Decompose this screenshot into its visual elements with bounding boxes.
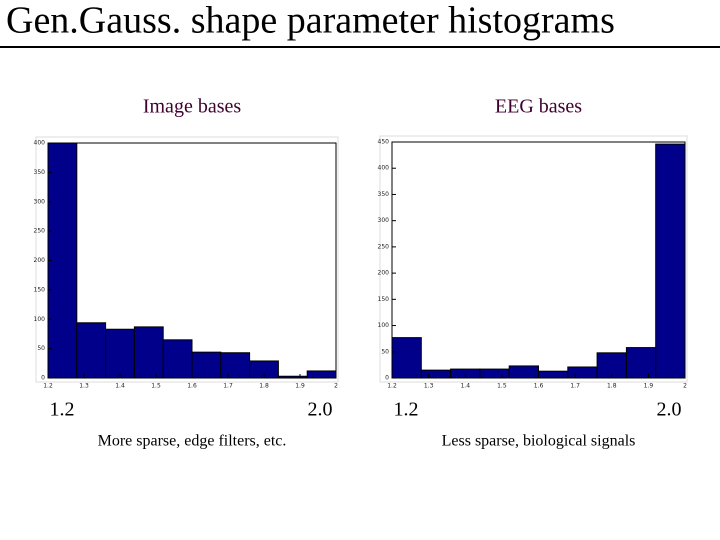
x-tick-label: 1.3 [424, 383, 434, 390]
histogram-bar [479, 368, 510, 379]
y-tick-label: 400 [378, 165, 390, 172]
chart-title: Image bases [143, 96, 242, 118]
range-label: 1.2 [394, 399, 419, 421]
plot-area [379, 135, 688, 383]
x-tick-label: 1.5 [497, 383, 507, 390]
x-tick-label: 1.3 [79, 383, 89, 390]
x-tick-label: 1.8 [259, 383, 269, 390]
y-tick-label: 150 [34, 286, 46, 293]
x-tick-label: 1.2 [387, 383, 397, 390]
y-tick-label: 350 [378, 191, 390, 198]
y-tick-label: 50 [381, 348, 389, 355]
histogram-bar [220, 352, 251, 379]
histogram-bar [508, 365, 540, 379]
y-tick-label: 350 [34, 169, 46, 176]
caption: Less sparse, biological signals [442, 433, 636, 450]
histogram-bar [567, 366, 598, 379]
caption: More sparse, edge filters, etc. [98, 433, 287, 450]
y-tick-label: 300 [34, 198, 46, 205]
histogram-bar [538, 370, 569, 379]
y-tick-label: 100 [378, 322, 390, 329]
histogram-bar [596, 352, 627, 379]
x-tick-label: 2 [334, 383, 338, 390]
y-tick-label: 200 [378, 270, 390, 277]
x-tick-label: 1.5 [151, 383, 161, 390]
y-tick-label: 0 [385, 375, 389, 382]
y-tick-label: 250 [34, 228, 46, 235]
histogram-bar [420, 369, 452, 379]
histogram-bar [162, 339, 193, 379]
y-tick-label: 50 [37, 345, 45, 352]
histogram-bar [391, 337, 422, 379]
histogram-bar [76, 322, 107, 379]
y-tick-label: 300 [378, 217, 390, 224]
x-tick-label: 1.9 [295, 383, 305, 390]
histogram-bar [191, 351, 222, 379]
y-tick-label: 200 [34, 257, 46, 264]
x-tick-label: 1.4 [115, 383, 125, 390]
histogram-bar [306, 370, 337, 379]
y-tick-label: 100 [34, 316, 46, 323]
histogram-bar [133, 326, 164, 379]
x-tick-label: 1.6 [534, 383, 544, 390]
histogram-bar [105, 328, 135, 379]
y-tick-label: 250 [378, 243, 390, 250]
y-tick-label: 400 [34, 140, 46, 147]
range-label: 2.0 [657, 399, 682, 421]
histogram-bar [625, 347, 657, 379]
range-label: 1.2 [50, 399, 75, 421]
x-tick-label: 1.4 [460, 383, 470, 390]
x-tick-label: 1.2 [43, 383, 53, 390]
y-tick-label: 150 [378, 296, 390, 303]
x-tick-label: 1.6 [187, 383, 197, 390]
y-tick-label: 450 [378, 139, 390, 146]
range-label: 2.0 [308, 399, 333, 421]
x-tick-label: 1.9 [644, 383, 654, 390]
histogram-bar [47, 142, 78, 379]
histogram-bar [655, 143, 686, 379]
x-tick-label: 2 [683, 383, 687, 390]
x-tick-label: 1.7 [570, 383, 580, 390]
chart-title: EEG bases [495, 96, 582, 118]
x-tick-label: 1.8 [607, 383, 617, 390]
x-tick-label: 1.7 [223, 383, 233, 390]
slide-title: Gen.Gauss. shape parameter histograms [6, 0, 615, 42]
y-tick-label: 0 [41, 375, 45, 382]
